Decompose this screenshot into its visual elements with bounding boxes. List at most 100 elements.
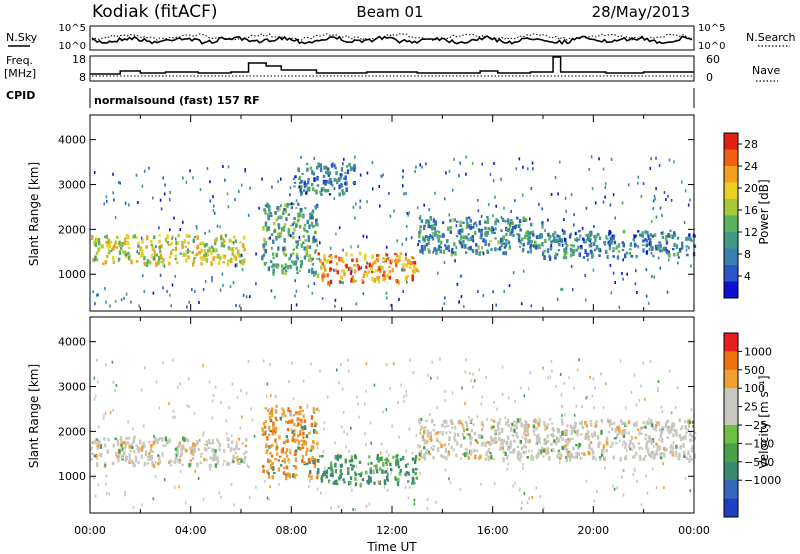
echo-cell bbox=[627, 431, 630, 435]
echo-cell bbox=[686, 253, 689, 257]
echo-cell bbox=[358, 460, 362, 464]
echo-cell bbox=[582, 237, 585, 241]
echo-cell bbox=[676, 252, 679, 257]
echo-cell bbox=[645, 444, 648, 450]
echo-cell bbox=[270, 265, 273, 268]
echo-cell bbox=[139, 439, 142, 445]
echo-speck bbox=[642, 182, 645, 186]
colorbar-tick-label: −1000 bbox=[744, 474, 781, 487]
echo-cell bbox=[622, 242, 625, 248]
echo-speck bbox=[448, 477, 450, 481]
beam-title: Beam 01 bbox=[356, 3, 423, 21]
echo-speck bbox=[348, 449, 350, 453]
echo-speck bbox=[302, 379, 305, 383]
echo-speck bbox=[645, 268, 648, 272]
echo-cell bbox=[386, 273, 389, 278]
echo-cell bbox=[436, 230, 439, 233]
echo-cell bbox=[677, 256, 681, 259]
echo-speck bbox=[385, 245, 388, 249]
echo-cell bbox=[373, 481, 376, 485]
echo-cell bbox=[123, 250, 127, 256]
echo-cell bbox=[309, 258, 312, 263]
echo-cell bbox=[517, 450, 520, 454]
echo-cell bbox=[675, 433, 678, 437]
echo-cell bbox=[445, 420, 448, 425]
echo-cell bbox=[504, 243, 508, 248]
echo-cell bbox=[613, 240, 616, 245]
echo-cell bbox=[645, 231, 649, 235]
echo-speck bbox=[622, 493, 625, 497]
echo-cell bbox=[239, 260, 242, 263]
echo-cell bbox=[418, 216, 422, 220]
echo-cell bbox=[149, 260, 152, 265]
echo-cell bbox=[188, 447, 192, 451]
echo-cell bbox=[513, 448, 516, 453]
echo-speck bbox=[309, 479, 311, 483]
echo-cell bbox=[106, 449, 109, 454]
echo-cell bbox=[292, 177, 296, 181]
echo-speck bbox=[591, 394, 594, 398]
echo-speck bbox=[405, 225, 408, 228]
colorbar-swatch bbox=[724, 133, 738, 150]
nsky-trace bbox=[91, 35, 693, 46]
echo-cell bbox=[632, 422, 636, 427]
echo-cell bbox=[303, 255, 307, 260]
echo-cell bbox=[598, 254, 601, 257]
echo-cell bbox=[495, 217, 498, 223]
echo-cell bbox=[661, 428, 664, 431]
echo-speck bbox=[451, 188, 454, 192]
echo-cell bbox=[189, 462, 192, 467]
echo-speck bbox=[520, 507, 523, 511]
velocity-echo-map bbox=[90, 357, 697, 511]
echo-cell bbox=[132, 440, 135, 444]
echo-speck bbox=[218, 491, 221, 495]
echo-speck bbox=[274, 394, 277, 398]
echo-speck bbox=[594, 386, 596, 390]
echo-speck bbox=[298, 235, 301, 239]
echo-cell bbox=[523, 424, 526, 429]
echo-cell bbox=[687, 450, 690, 456]
echo-speck bbox=[436, 376, 439, 380]
echo-cell bbox=[217, 261, 221, 266]
echo-cell bbox=[557, 431, 561, 434]
echo-cell bbox=[236, 458, 239, 462]
echo-cell bbox=[94, 255, 97, 260]
echo-cell bbox=[203, 253, 206, 258]
echo-cell bbox=[429, 216, 432, 221]
echo-cell bbox=[343, 272, 346, 277]
echo-cell bbox=[300, 185, 303, 189]
freq-traces bbox=[90, 56, 694, 77]
echo-cell bbox=[525, 434, 528, 437]
echo-cell bbox=[415, 476, 418, 480]
echo-cell bbox=[212, 256, 215, 262]
echo-cell bbox=[128, 453, 131, 459]
echo-speck bbox=[674, 406, 677, 410]
echo-cell bbox=[475, 449, 479, 453]
echo-cell bbox=[112, 260, 115, 265]
echo-cell bbox=[274, 416, 278, 420]
colorbar-swatch bbox=[724, 215, 738, 233]
echo-cell bbox=[302, 241, 305, 245]
echo-cell bbox=[216, 456, 219, 461]
echo-cell bbox=[665, 424, 668, 429]
echo-cell bbox=[565, 448, 568, 452]
echo-cell bbox=[423, 446, 426, 450]
echo-cell bbox=[350, 253, 353, 257]
echo-cell bbox=[287, 420, 290, 424]
echo-cell bbox=[335, 171, 338, 176]
echo-speck bbox=[317, 473, 320, 477]
echo-cell bbox=[294, 175, 297, 179]
echo-cell bbox=[442, 249, 446, 255]
echo-cell bbox=[419, 431, 422, 435]
echo-cell bbox=[281, 448, 284, 454]
echo-cell bbox=[588, 239, 592, 243]
echo-cell bbox=[335, 479, 338, 484]
echo-cell bbox=[446, 424, 450, 427]
echo-cell bbox=[310, 422, 314, 428]
echo-speck bbox=[154, 474, 157, 478]
echo-cell bbox=[309, 470, 312, 475]
echo-cell bbox=[425, 219, 428, 224]
echo-cell bbox=[285, 454, 289, 458]
echo-speck bbox=[559, 373, 562, 376]
